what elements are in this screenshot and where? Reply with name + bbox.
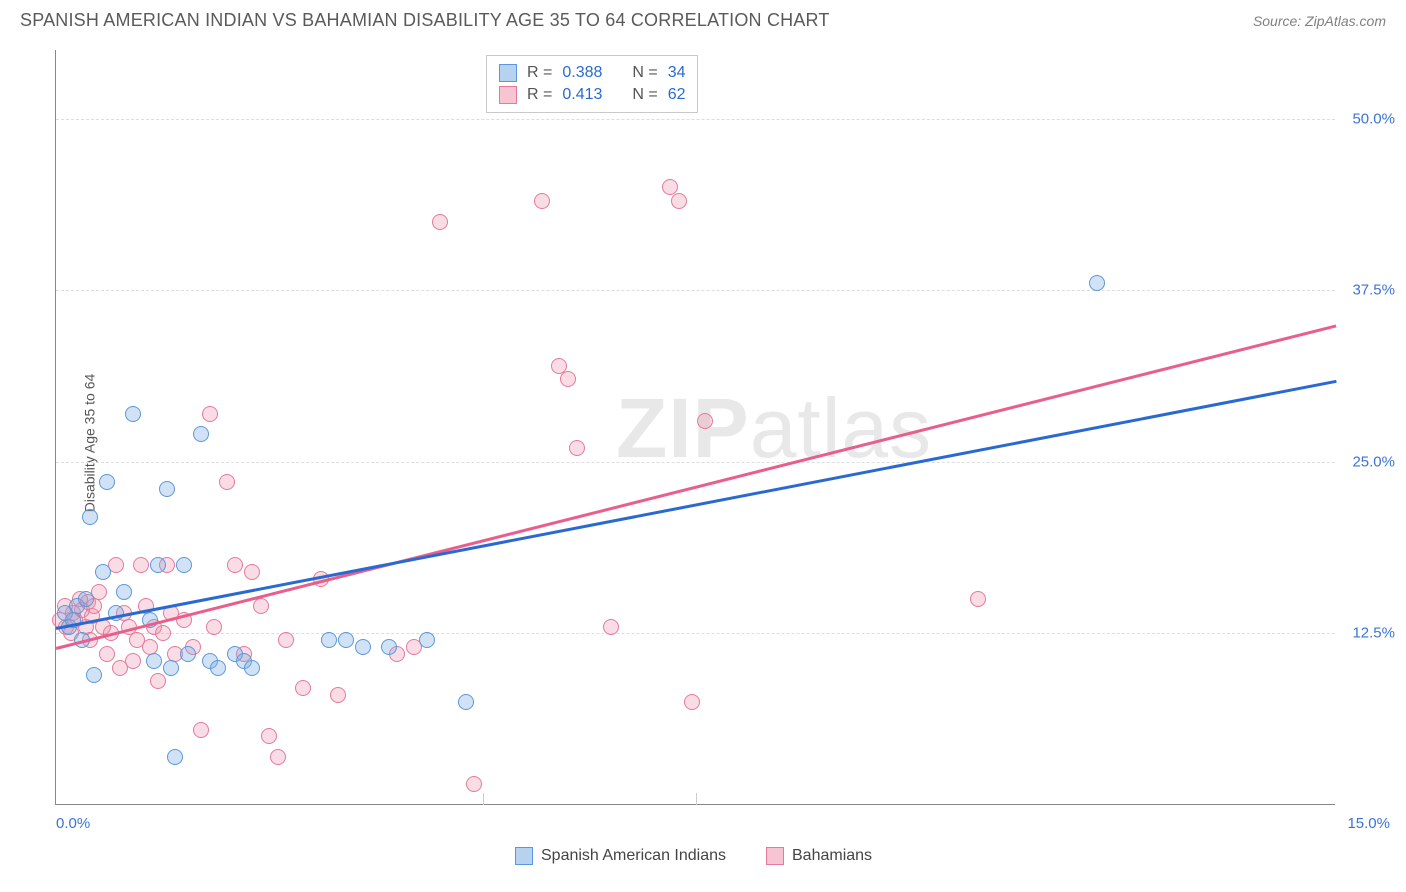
legend-label-blue: Spanish American Indians [541,847,726,865]
chart-source: Source: ZipAtlas.com [1253,13,1386,29]
data-point-pink [155,625,171,641]
x-minor-tick [696,793,697,805]
data-point-pink [270,749,286,765]
gridline [56,462,1335,463]
data-point-blue [150,557,166,573]
data-point-pink [671,193,687,209]
y-tick-label: 12.5% [1340,625,1395,642]
swatch-pink-icon [499,86,517,104]
data-point-blue [244,660,260,676]
data-point-blue [355,639,371,655]
swatch-blue-icon [499,64,517,82]
data-point-blue [458,694,474,710]
data-point-pink [278,632,294,648]
legend-stats-row-blue: R = 0.388 N = 34 [499,62,685,84]
y-tick-label: 37.5% [1340,282,1395,299]
data-point-blue [419,632,435,648]
data-point-blue [321,632,337,648]
x-tick-label: 15.0% [1347,815,1390,832]
swatch-pink-icon [766,847,784,865]
data-point-pink [295,680,311,696]
x-minor-tick [483,793,484,805]
data-point-pink [466,776,482,792]
data-point-pink [330,687,346,703]
data-point-blue [176,557,192,573]
legend-bottom: Spanish American Indians Bahamians [515,847,872,865]
data-point-blue [163,660,179,676]
data-point-pink [202,406,218,422]
trend-line-pink [56,325,1337,650]
data-point-pink [219,474,235,490]
data-point-blue [78,591,94,607]
legend-label-pink: Bahamians [792,847,872,865]
data-point-blue [159,481,175,497]
data-point-blue [180,646,196,662]
data-point-pink [569,440,585,456]
data-point-blue [95,564,111,580]
data-point-pink [125,653,141,669]
data-point-blue [167,749,183,765]
data-point-pink [432,214,448,230]
chart-title: SPANISH AMERICAN INDIAN VS BAHAMIAN DISA… [20,10,830,31]
data-point-pink [99,646,115,662]
data-point-pink [150,673,166,689]
legend-item-blue: Spanish American Indians [515,847,726,865]
data-point-blue [82,509,98,525]
data-point-pink [261,728,277,744]
trend-line-blue [56,379,1336,629]
data-point-pink [193,722,209,738]
data-point-blue [116,584,132,600]
data-point-blue [99,474,115,490]
data-point-blue [338,632,354,648]
data-point-pink [603,619,619,635]
legend-stats-row-pink: R = 0.413 N = 62 [499,84,685,106]
data-point-blue [1089,275,1105,291]
data-point-pink [684,694,700,710]
gridline [56,633,1335,634]
data-point-blue [193,426,209,442]
data-point-blue [125,406,141,422]
data-point-pink [133,557,149,573]
x-tick-label: 0.0% [56,815,90,832]
gridline [56,290,1335,291]
data-point-blue [381,639,397,655]
legend-item-pink: Bahamians [766,847,872,865]
data-point-pink [244,564,260,580]
data-point-pink [560,371,576,387]
data-point-blue [210,660,226,676]
data-point-pink [253,598,269,614]
data-point-blue [146,653,162,669]
data-point-pink [227,557,243,573]
data-point-pink [970,591,986,607]
plot-area: ZIPatlas R = 0.388 N = 34 R = 0.413 N = … [55,50,1335,805]
y-tick-label: 25.0% [1340,453,1395,470]
data-point-pink [697,413,713,429]
data-point-pink [534,193,550,209]
chart-area: Disability Age 35 to 64 ZIPatlas R = 0.3… [55,50,1375,835]
legend-stats-box: R = 0.388 N = 34 R = 0.413 N = 62 [486,55,698,113]
y-tick-label: 50.0% [1340,110,1395,127]
gridline [56,119,1335,120]
data-point-pink [206,619,222,635]
swatch-blue-icon [515,847,533,865]
chart-header: SPANISH AMERICAN INDIAN VS BAHAMIAN DISA… [0,0,1406,37]
data-point-blue [86,667,102,683]
